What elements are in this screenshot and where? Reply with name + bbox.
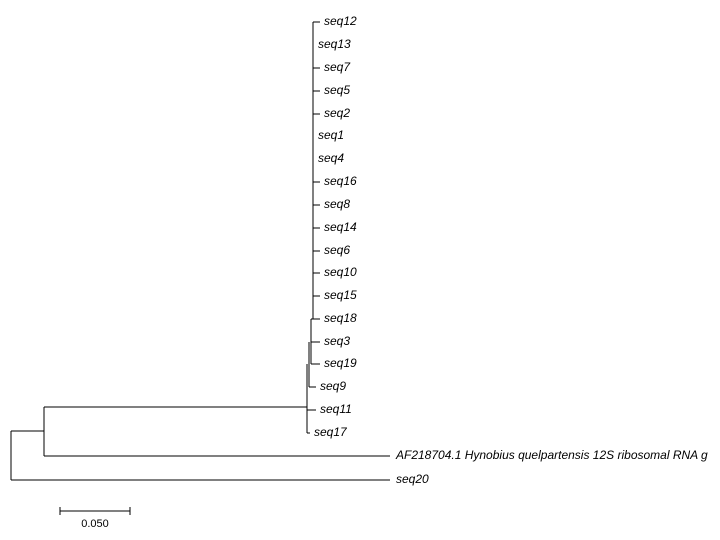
leaf-label: seq7 bbox=[324, 60, 351, 74]
leaf-label: AF218704.1 Hynobius quelpartensis 12S ri… bbox=[395, 448, 708, 462]
leaf-label: seq13 bbox=[318, 37, 351, 51]
leaf-label: seq5 bbox=[324, 83, 350, 97]
leaf-label: seq8 bbox=[324, 197, 350, 211]
leaf-label: seq18 bbox=[324, 311, 357, 325]
leaf-label: seq2 bbox=[324, 106, 350, 120]
leaf-label: seq19 bbox=[324, 356, 357, 370]
leaf-label: seq15 bbox=[324, 288, 357, 302]
leaf-label: seq10 bbox=[324, 265, 357, 279]
leaf-label: seq9 bbox=[320, 379, 346, 393]
leaf-label: seq3 bbox=[324, 334, 350, 348]
leaf-label: seq16 bbox=[324, 174, 357, 188]
leaf-label: seq20 bbox=[396, 472, 429, 486]
leaf-label: seq11 bbox=[320, 402, 352, 416]
leaf-label: seq1 bbox=[318, 128, 344, 142]
leaf-label: seq4 bbox=[318, 151, 344, 165]
branches bbox=[10, 22, 390, 481]
scale-bar: 0.050 bbox=[59, 507, 131, 530]
leaf-label: seq14 bbox=[324, 220, 357, 234]
leaf-label: seq17 bbox=[314, 425, 348, 439]
scale-bar-label: 0.050 bbox=[81, 518, 109, 530]
leaf-label: seq12 bbox=[324, 14, 357, 28]
leaf-label: seq6 bbox=[324, 243, 350, 257]
